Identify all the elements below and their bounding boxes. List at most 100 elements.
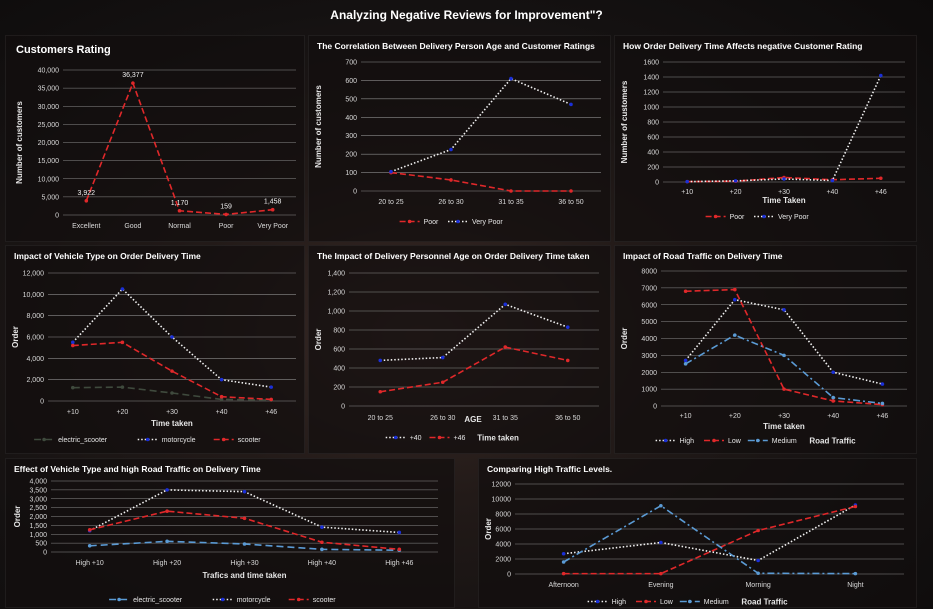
chart-title: The Impact of Delivery Personnel Age on … <box>317 251 590 261</box>
y-axis-label: Order <box>314 329 323 351</box>
data-point <box>756 558 760 563</box>
legend-label: electric_scooter <box>58 437 108 444</box>
data-point <box>269 385 274 389</box>
chart-title: Impact of Road Traffic on Delivery Time <box>623 251 783 261</box>
y-axis-label: Order <box>484 518 493 540</box>
x-tick-label: +20 <box>730 189 742 196</box>
x-tick-label: 36 to 50 <box>555 415 580 422</box>
chart-title: Effect of Vehicle Type and high Road Tra… <box>14 464 261 474</box>
y-tick-label: 400 <box>333 366 345 373</box>
y-tick-label: 700 <box>345 60 357 67</box>
legend-marker <box>712 438 716 443</box>
data-point <box>509 189 513 193</box>
data-point <box>782 308 786 312</box>
x-tick-label: High +20 <box>153 560 181 567</box>
c8-svg: Comparing High Traffic Levels. 0 2000 4000 6… <box>484 464 904 607</box>
y-tick-label: 40,000 <box>38 68 60 75</box>
data-point <box>242 542 247 546</box>
x-tick-label: +40 <box>827 413 839 420</box>
y-tick-label: 2,500 <box>29 505 47 512</box>
x-tick-label: +20 <box>116 409 128 416</box>
y-tick-label: 5,000 <box>41 194 59 201</box>
x-tick-label: High +40 <box>308 560 336 567</box>
y-tick-label: 3,500 <box>29 487 47 494</box>
data-point <box>87 528 92 532</box>
legend-label: motorcycle <box>237 597 271 604</box>
series-line-low <box>563 505 856 575</box>
data-point <box>880 382 885 386</box>
y-tick-label: 4,000 <box>26 356 44 363</box>
data-point <box>565 325 570 329</box>
data-point <box>659 571 663 576</box>
series-line-40 <box>380 303 569 362</box>
chart-title: The Correlation Between Delivery Person … <box>317 41 595 51</box>
y-axis-label: Order <box>13 506 22 528</box>
x-tick-label: +40 <box>216 409 228 416</box>
data-point <box>269 397 274 402</box>
legend-marker <box>456 219 460 224</box>
data-point <box>683 358 688 363</box>
data-label: 1,458 <box>264 199 282 206</box>
legend-marker <box>221 437 226 442</box>
data-point <box>449 178 453 182</box>
y-tick-label: 0 <box>507 572 511 579</box>
x-tick-label: +20 <box>729 413 741 420</box>
y-axis-label: Order <box>11 326 20 348</box>
y-tick-label: 10,000 <box>23 292 45 299</box>
x-tick-label: Night <box>847 582 863 589</box>
y-tick-label: 0 <box>341 404 345 411</box>
y-tick-label: 0 <box>55 213 59 220</box>
legend-label: motorcycle <box>162 437 196 444</box>
y-tick-label: 35,000 <box>38 86 60 93</box>
y-tick-label: 6,000 <box>26 335 44 342</box>
y-tick-label: 200 <box>333 385 345 392</box>
data-point <box>831 399 835 403</box>
data-point <box>71 340 75 345</box>
legend-label: scooter <box>313 597 337 604</box>
x-tick-label: +30 <box>778 189 790 196</box>
y-tick-label: 10000 <box>492 497 512 504</box>
legend-marker <box>145 437 150 442</box>
legend-label: Very Poor <box>778 214 809 221</box>
data-point <box>733 333 737 337</box>
data-point <box>756 571 760 576</box>
data-point <box>782 387 786 391</box>
x-tick-label: 36 to 50 <box>558 199 583 206</box>
series-line-very-poor <box>390 77 572 173</box>
x-tick-label: +10 <box>681 189 693 196</box>
legend-label: Low <box>728 438 742 445</box>
x-axis-label: Time Taken <box>762 196 805 205</box>
chart-title: Customers Rating <box>16 44 111 56</box>
y-tick-label: 5000 <box>641 319 657 326</box>
data-point <box>120 385 125 389</box>
y-tick-label: 500 <box>345 96 357 103</box>
data-point <box>683 362 688 366</box>
y-tick-label: 1,000 <box>327 309 345 316</box>
data-point <box>242 489 247 494</box>
data-point <box>177 208 182 213</box>
data-point <box>165 509 169 513</box>
x-tick-label: 31 to 35 <box>493 415 518 422</box>
chart-vehicle-vs-time: Impact of Vehicle Type on Order Delivery… <box>5 245 305 454</box>
data-point <box>733 287 737 292</box>
series-line-medium <box>563 504 856 575</box>
data-point <box>561 560 566 564</box>
y-tick-label: 8,000 <box>26 313 44 320</box>
data-point <box>440 380 445 385</box>
chart-traffic-vs-time: Impact of Road Traffic on Delivery Time 0… <box>614 245 917 454</box>
series-line-medium <box>685 334 883 405</box>
data-point <box>831 370 835 375</box>
series-line-low <box>685 288 883 406</box>
data-point <box>320 525 324 529</box>
series-line-rating <box>85 80 273 216</box>
x-tick-label: +40 <box>826 189 838 196</box>
y-tick-label: 2,000 <box>26 377 44 384</box>
data-label: 159 <box>220 203 232 210</box>
data-point <box>165 488 169 492</box>
data-point <box>170 369 174 373</box>
legend-title: Road Traffic <box>741 598 788 607</box>
legend-marker <box>407 219 412 224</box>
chart-customers-rating: Customers Rating 0 5,000 10,000 15,000 20,000… <box>5 35 305 242</box>
y-tick-label: 2000 <box>495 557 511 564</box>
data-label: 1,170 <box>171 200 189 207</box>
